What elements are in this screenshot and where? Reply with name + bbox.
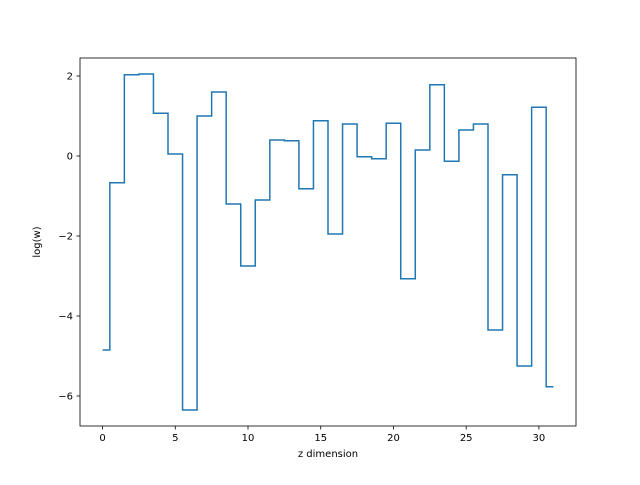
- plot-frame: [79, 57, 577, 427]
- y-tick-label: −4: [58, 312, 73, 323]
- x-tick-label: 5: [172, 433, 178, 444]
- x-tick-label: 0: [99, 433, 105, 444]
- y-tick-label: −2: [58, 232, 73, 243]
- y-tick-label: −6: [58, 392, 73, 403]
- y-tick-label: 0: [67, 152, 73, 163]
- x-tick-label: 20: [387, 433, 400, 444]
- y-tick-label: 2: [67, 72, 73, 83]
- y-axis-label: log(w): [32, 226, 43, 257]
- axes-layer: 0 5 10 15 20 25 30 −6 −4 −2 0 2: [58, 57, 577, 444]
- x-axis-label: z dimension: [298, 449, 358, 460]
- series-line-0: [102, 73, 554, 411]
- x-tick-label: 25: [460, 433, 473, 444]
- x-tick-label: 30: [533, 433, 546, 444]
- x-tick-label: 10: [242, 433, 255, 444]
- series-layer: [102, 73, 554, 411]
- x-tick-label: 15: [314, 433, 327, 444]
